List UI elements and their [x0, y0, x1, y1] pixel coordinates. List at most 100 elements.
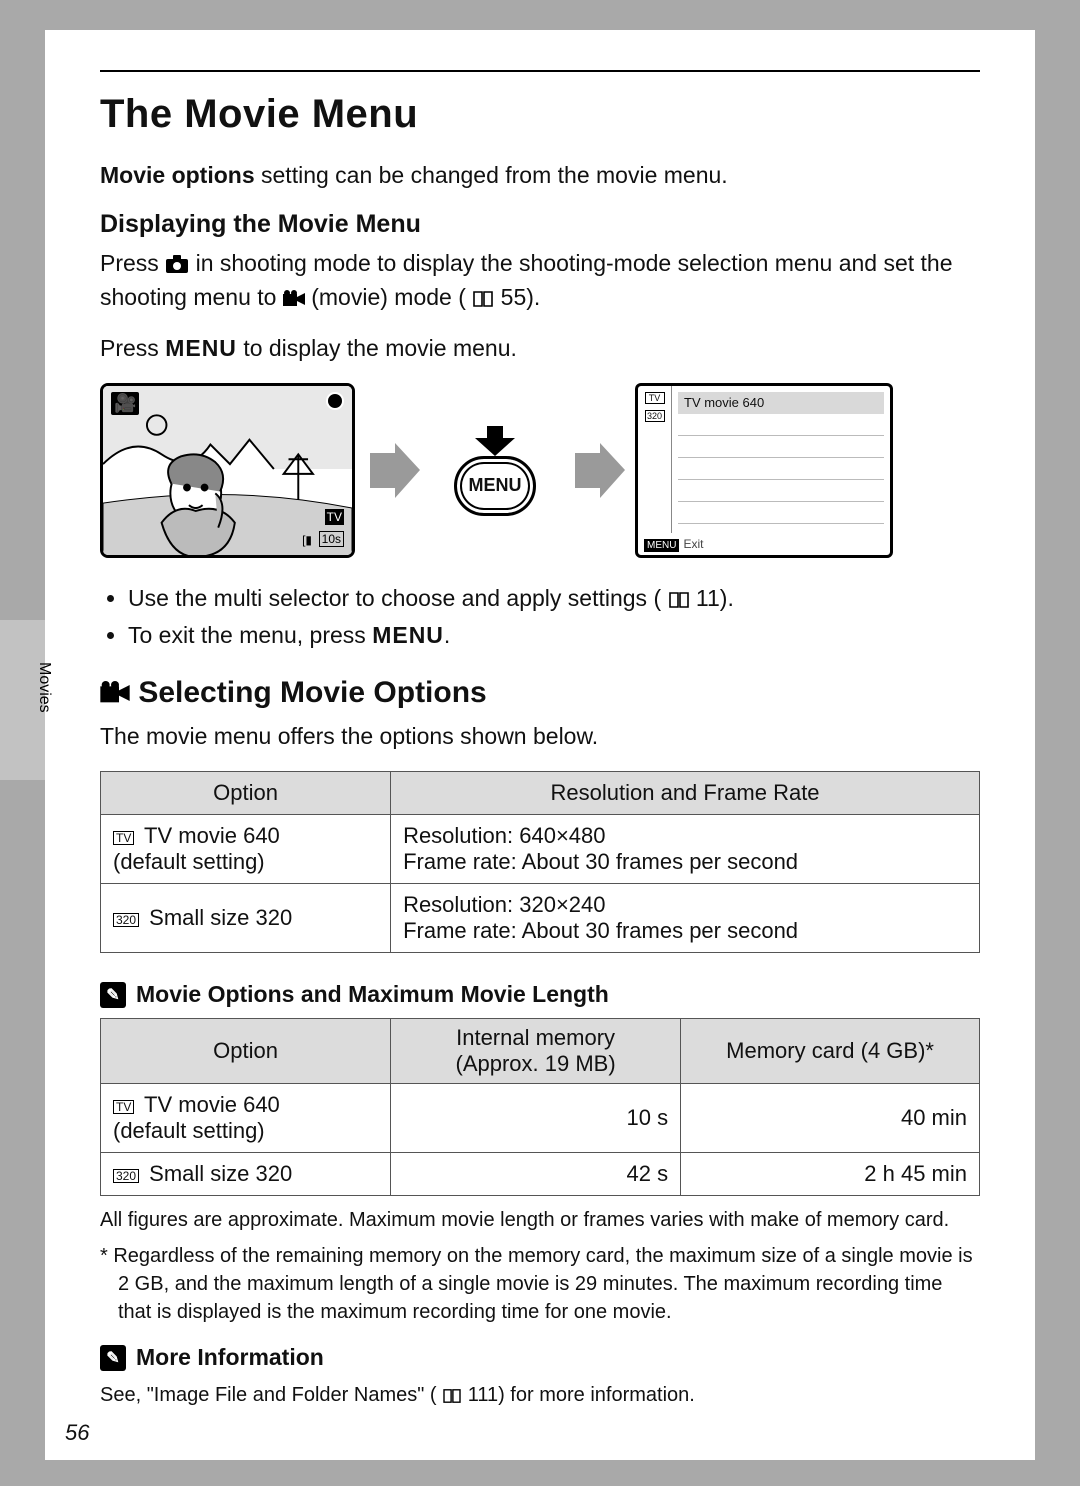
t1-r2-d1: Resolution: 320×240 [403, 892, 605, 917]
intro-bold: Movie options [100, 162, 255, 188]
displaying-line1ref: 55). [501, 284, 541, 310]
t1-h1: Option [101, 772, 391, 815]
t1-r1-d2: Frame rate: About 30 frames per second [403, 849, 798, 874]
menu-button: MENU [454, 456, 536, 516]
t1-r2-opt-l1: Small size 320 [143, 905, 292, 930]
selecting-heading: Selecting Movie Options [100, 676, 980, 710]
page-title: The Movie Menu [100, 92, 980, 137]
table-row: 320 Small size 320 42 s 2 h 45 min [101, 1153, 980, 1196]
movie-mode-icon [283, 290, 305, 308]
t2-r1-l1: TV movie 640 [138, 1092, 279, 1117]
bullet-1a: Use the multi selector to choose and app… [128, 585, 661, 611]
displaying-line2: Press MENU to display the movie menu. [100, 332, 980, 365]
movie-badge-icon: 🎥 [111, 392, 139, 415]
pencil-icon: ✎ [100, 982, 126, 1008]
t2-h2a: Internal memory [456, 1025, 615, 1050]
tv-badge: TV [325, 509, 344, 525]
book-ref-icon [442, 1388, 462, 1404]
top-rule [100, 70, 980, 72]
side-label: Movies [35, 662, 53, 713]
timer-label: 10s [319, 531, 344, 547]
figure-row: 🎥 TV [▮ 10s MENU TV 320 TV movie 640 MEN… [100, 383, 980, 558]
footnote-2: * Regardless of the remaining memory on … [100, 1242, 980, 1326]
t1-r2-d2: Frame rate: About 30 frames per second [403, 918, 798, 943]
more-info-heading: ✎ More Information [100, 1344, 980, 1371]
t1-r1-d1: Resolution: 640×480 [403, 823, 605, 848]
down-arrow-icon [475, 426, 515, 456]
more-info-text: See, "Image File and Folder Names" ( 111… [100, 1381, 980, 1409]
footnote-1: All figures are approximate. Maximum mov… [100, 1206, 980, 1234]
arrow-right-2 [570, 443, 625, 498]
book-ref-icon [668, 591, 690, 609]
table-row: TV TV movie 640 (default setting) 10 s 4… [101, 1084, 980, 1153]
bullet-2b: . [444, 622, 450, 648]
rec-bracket-icon: [▮ [302, 533, 312, 547]
t2-r1-l2: (default setting) [113, 1118, 265, 1143]
menu-screen: TV 320 TV movie 640 MENU Exit [635, 383, 893, 558]
displaying-line1a: Press [100, 250, 165, 276]
displaying-line1c: (movie) mode ( [311, 284, 466, 310]
menu-button-figure: MENU [430, 401, 560, 541]
t2-h1: Option [101, 1019, 391, 1084]
movie-mode-icon [100, 681, 130, 705]
t2-r1-v1: 10 s [391, 1084, 681, 1153]
t2-r1-opt: TV TV movie 640 (default setting) [101, 1084, 391, 1153]
instruction-bullets: Use the multi selector to choose and app… [128, 580, 980, 654]
camera-mode-icon [165, 254, 189, 274]
menu-footer: MENU Exit [644, 537, 703, 551]
arrow-right-1 [365, 443, 420, 498]
t1-r1-opt-l1: TV movie 640 [138, 823, 279, 848]
menu-exit-text: Exit [683, 537, 703, 551]
t2-h2: Internal memory (Approx. 19 MB) [391, 1019, 681, 1084]
options-table: Option Resolution and Frame Rate TV TV m… [100, 771, 980, 953]
menu-word-2: MENU [372, 622, 444, 648]
t1-r2-opt: 320 Small size 320 [101, 884, 391, 953]
menu-sidebar: TV 320 [638, 386, 672, 533]
t2-h3: Memory card (4 GB)* [681, 1019, 980, 1084]
manual-page: Movies The Movie Menu Movie options sett… [45, 30, 1035, 1460]
menu-word-1: MENU [165, 335, 237, 361]
more-info-a: See, "Image File and Folder Names" ( [100, 1384, 437, 1406]
t2-r2-v2: 2 h 45 min [681, 1153, 980, 1196]
note1-heading-text: Movie Options and Maximum Movie Length [136, 981, 609, 1008]
table-row: TV TV movie 640 (default setting) Resolu… [101, 815, 980, 884]
displaying-line2b: to display the movie menu. [243, 335, 517, 361]
intro-text: Movie options setting can be changed fro… [100, 159, 980, 192]
size320-icon: 320 [113, 913, 139, 927]
t1-r1-desc: Resolution: 640×480 Frame rate: About 30… [391, 815, 980, 884]
sidebar-tv-icon: TV [645, 392, 665, 404]
more-info-ref: 111) for more information. [468, 1384, 695, 1406]
table-row: 320 Small size 320 Resolution: 320×240 F… [101, 884, 980, 953]
tv-icon: TV [113, 831, 134, 845]
selecting-heading-text: Selecting Movie Options [138, 676, 486, 709]
displaying-line2a: Press [100, 335, 165, 361]
t2-r2-l1: Small size 320 [143, 1161, 292, 1186]
t2-h2b: (Approx. 19 MB) [456, 1051, 616, 1076]
menu-exit-tag: MENU [644, 539, 679, 552]
t2-r1-v2: 40 min [681, 1084, 980, 1153]
displaying-line1: Press in shooting mode to display the sh… [100, 247, 980, 314]
t1-r1-opt: TV TV movie 640 (default setting) [101, 815, 391, 884]
sidebar-320-icon: 320 [645, 410, 665, 422]
size320-icon: 320 [113, 1169, 139, 1183]
bullet-2: To exit the menu, press MENU. [128, 617, 980, 654]
t1-r1-opt-l2: (default setting) [113, 849, 265, 874]
t2-r2-opt: 320 Small size 320 [101, 1153, 391, 1196]
bullet-2a: To exit the menu, press [128, 622, 372, 648]
tv-icon: TV [113, 1100, 134, 1114]
intro-rest: setting can be changed from the movie me… [255, 162, 728, 188]
note1-heading: ✎ Movie Options and Maximum Movie Length [100, 981, 980, 1008]
displaying-heading: Displaying the Movie Menu [100, 210, 980, 239]
t1-r2-desc: Resolution: 320×240 Frame rate: About 30… [391, 884, 980, 953]
t2-r2-v1: 42 s [391, 1153, 681, 1196]
menu-selected-row: TV movie 640 [678, 392, 884, 414]
book-ref-icon [472, 290, 494, 308]
selecting-lead: The movie menu offers the options shown … [100, 720, 980, 753]
more-info-heading-text: More Information [136, 1344, 324, 1371]
menu-empty-rows [678, 414, 884, 524]
info-icon: ✎ [100, 1345, 126, 1371]
camera-preview: 🎥 TV [▮ 10s [100, 383, 355, 558]
bullet-1ref: 11). [696, 585, 734, 611]
t1-h2: Resolution and Frame Rate [391, 772, 980, 815]
lengths-table: Option Internal memory (Approx. 19 MB) M… [100, 1018, 980, 1196]
